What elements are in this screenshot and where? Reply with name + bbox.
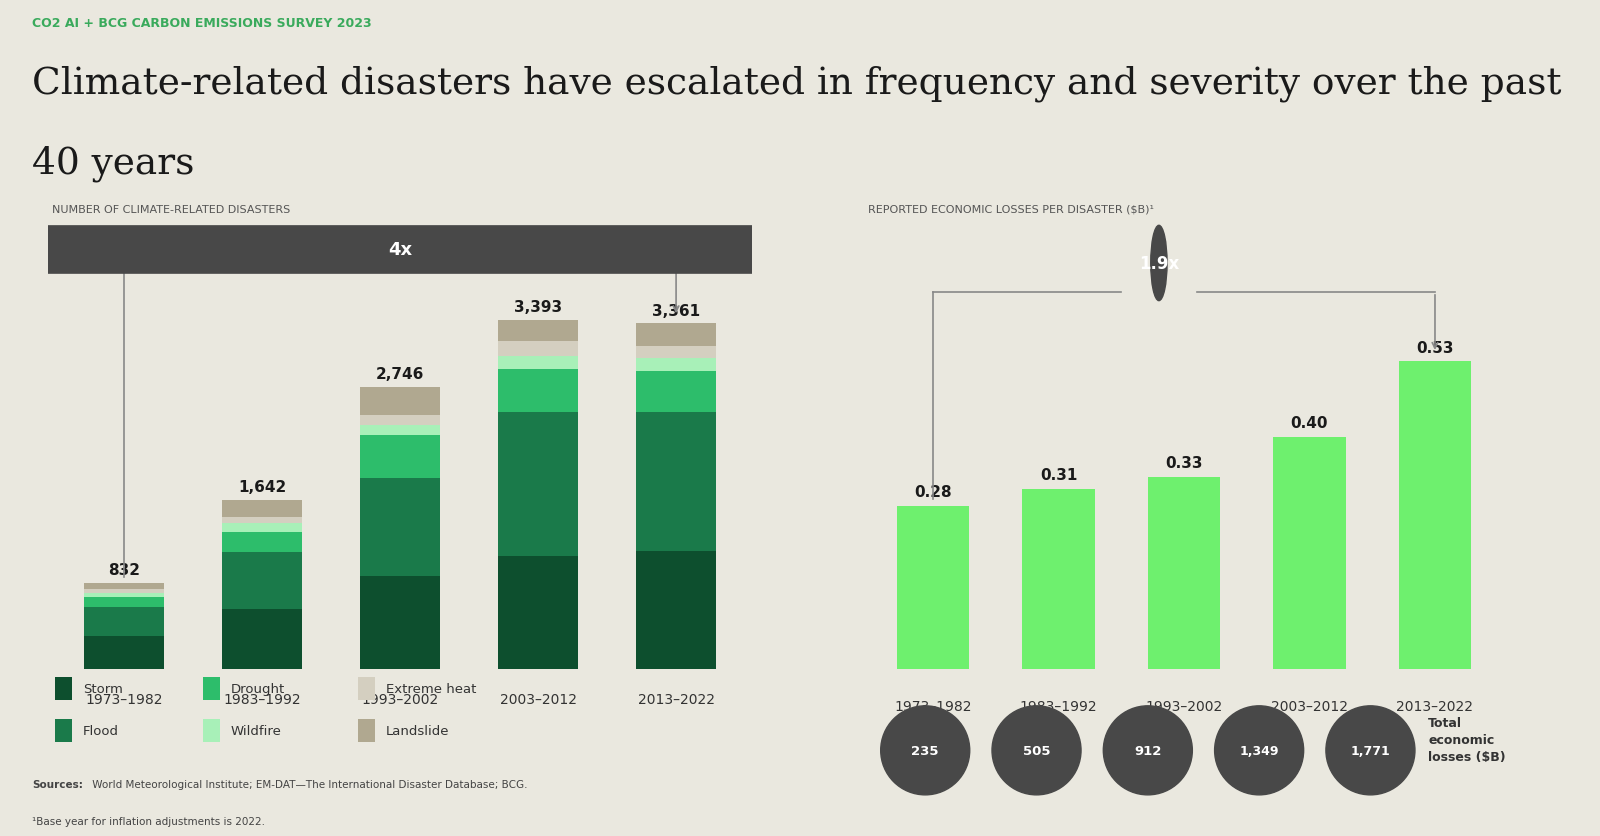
Bar	[360, 479, 440, 576]
Text: 1973–1982: 1973–1982	[894, 699, 971, 713]
Bar	[498, 342, 578, 357]
Text: 235: 235	[912, 744, 939, 757]
Text: 4x: 4x	[387, 242, 413, 259]
Circle shape	[1150, 226, 1166, 301]
Text: Sources:: Sources:	[32, 779, 83, 789]
Bar	[637, 412, 717, 551]
Circle shape	[1326, 706, 1414, 795]
Bar	[637, 371, 717, 412]
Text: Climate-related disasters have escalated in frequency and severity over the past: Climate-related disasters have escalated…	[32, 66, 1562, 102]
Text: 2,746: 2,746	[376, 366, 424, 381]
Bar	[1398, 362, 1472, 669]
Text: 1.9x: 1.9x	[1139, 255, 1179, 273]
Circle shape	[0, 227, 1600, 274]
Text: 2013–2022: 2013–2022	[1397, 699, 1474, 713]
Text: 1,771: 1,771	[1350, 744, 1390, 757]
Text: 1,642: 1,642	[238, 480, 286, 495]
Text: 0.28: 0.28	[914, 485, 952, 500]
Bar	[358, 719, 374, 742]
Text: 1983–1992: 1983–1992	[222, 692, 301, 706]
Text: 1993–2002: 1993–2002	[362, 692, 438, 706]
Circle shape	[1104, 706, 1192, 795]
Bar	[83, 589, 163, 593]
Text: 0.53: 0.53	[1416, 340, 1454, 355]
Bar	[637, 551, 717, 669]
Bar	[360, 436, 440, 479]
Bar	[222, 609, 302, 669]
Text: CO2 AI + BCG CARBON EMISSIONS SURVEY 2023: CO2 AI + BCG CARBON EMISSIONS SURVEY 202…	[32, 17, 371, 30]
Text: Wildfire: Wildfire	[230, 724, 282, 737]
Bar	[1274, 437, 1346, 669]
Bar	[360, 576, 440, 669]
Circle shape	[880, 706, 970, 795]
Bar	[83, 593, 163, 597]
Text: ¹Base year for inflation adjustments is 2022.: ¹Base year for inflation adjustments is …	[32, 816, 266, 826]
Bar	[222, 500, 302, 517]
Text: 832: 832	[107, 563, 139, 578]
Bar	[222, 553, 302, 609]
Bar	[498, 556, 578, 669]
Text: 3,393: 3,393	[514, 300, 562, 315]
Text: NUMBER OF CLIMATE-RELATED DISASTERS: NUMBER OF CLIMATE-RELATED DISASTERS	[53, 204, 290, 214]
Bar	[203, 677, 221, 701]
Text: World Meteorological Institute; EM-DAT—The International Disaster Database; BCG.: World Meteorological Institute; EM-DAT—T…	[90, 779, 528, 789]
Text: 40 years: 40 years	[32, 145, 194, 181]
Bar	[896, 507, 970, 669]
Bar	[203, 719, 221, 742]
Bar	[83, 636, 163, 669]
Text: 1973–1982: 1973–1982	[85, 692, 163, 706]
Text: 0.31: 0.31	[1040, 467, 1077, 482]
Text: 1983–1992: 1983–1992	[1019, 699, 1098, 713]
Bar	[83, 584, 163, 589]
Text: Drought: Drought	[230, 682, 285, 696]
Text: Total
economic
losses ($B): Total economic losses ($B)	[1429, 716, 1506, 762]
Text: REPORTED ECONOMIC LOSSES PER DISASTER ($B)¹: REPORTED ECONOMIC LOSSES PER DISASTER ($…	[867, 205, 1154, 215]
Bar	[637, 346, 717, 359]
Text: 2003–2012: 2003–2012	[1270, 699, 1347, 713]
Text: 505: 505	[1022, 744, 1050, 757]
Text: Landslide: Landslide	[386, 724, 450, 737]
Bar	[222, 523, 302, 532]
Bar	[637, 359, 717, 371]
Bar	[83, 607, 163, 636]
Bar	[83, 597, 163, 607]
Bar	[1022, 489, 1094, 669]
Bar	[360, 426, 440, 436]
Bar	[637, 324, 717, 346]
Bar	[498, 369, 578, 412]
Bar	[360, 387, 440, 415]
Bar	[222, 517, 302, 523]
Bar	[222, 532, 302, 553]
Text: Extreme heat: Extreme heat	[386, 682, 477, 696]
Bar	[498, 357, 578, 369]
Bar	[498, 412, 578, 556]
Text: 912: 912	[1134, 744, 1162, 757]
Text: 0.40: 0.40	[1291, 415, 1328, 431]
Text: 0.33: 0.33	[1165, 456, 1203, 471]
Bar	[54, 719, 72, 742]
Text: 1,349: 1,349	[1240, 744, 1278, 757]
Bar	[498, 321, 578, 342]
Text: Flood: Flood	[83, 724, 118, 737]
Bar	[54, 677, 72, 701]
Bar	[1147, 478, 1221, 669]
Circle shape	[992, 706, 1082, 795]
Text: 2013–2022: 2013–2022	[637, 692, 715, 706]
Bar	[358, 677, 374, 701]
Text: 2003–2012: 2003–2012	[499, 692, 576, 706]
Bar	[360, 415, 440, 426]
Text: Storm: Storm	[83, 682, 123, 696]
Text: 3,361: 3,361	[653, 303, 701, 319]
Circle shape	[1214, 706, 1304, 795]
Text: 1993–2002: 1993–2002	[1146, 699, 1222, 713]
